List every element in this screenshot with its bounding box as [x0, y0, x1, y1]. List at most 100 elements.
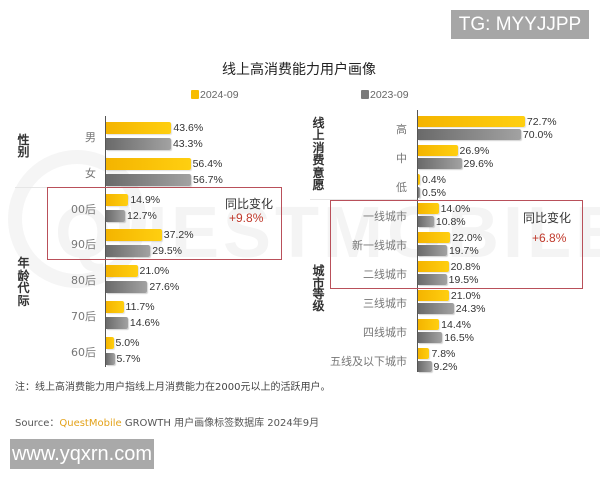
bar-2024	[418, 203, 439, 214]
value-label: 22.0%	[452, 231, 483, 244]
yoy-change-label: 同比变化	[225, 197, 274, 211]
value-label: 56.4%	[192, 157, 223, 170]
value-label: 11.7%	[125, 301, 155, 313]
right-chart-axis	[417, 110, 418, 372]
value-label: 43.6%	[173, 122, 204, 134]
value-label: 9.2%	[433, 360, 458, 373]
bar-2023	[106, 209, 126, 222]
value-label: 24.3%	[455, 302, 486, 315]
category-label: 新一线城市	[352, 239, 407, 252]
legend-swatch-grey-icon	[361, 90, 369, 99]
value-label: 72.7%	[526, 115, 557, 128]
bar-2024	[106, 157, 191, 170]
source-rest: GROWTH 用户画像标签数据库 2024年9月	[121, 418, 320, 429]
bar-2023	[418, 187, 420, 198]
value-label: 37.2%	[163, 229, 194, 242]
category-label: 00后	[71, 202, 96, 216]
section-divider	[310, 199, 417, 200]
yoy-change-value: +6.8%	[532, 231, 567, 245]
yoy-change-label: 同比变化	[523, 211, 572, 225]
category-label: 二线城市	[363, 268, 407, 281]
value-label: 20.8%	[450, 260, 481, 273]
value-label: 14.4%	[441, 318, 471, 331]
category-label: 高	[396, 123, 407, 136]
bar-2024	[418, 232, 451, 243]
value-label: 14.6%	[129, 317, 160, 329]
bar-2024	[418, 261, 449, 272]
bar-2023	[106, 317, 128, 329]
category-label: 女	[85, 166, 96, 180]
bar-2024	[106, 122, 172, 134]
bar-2024	[106, 193, 129, 206]
bar-2024	[418, 116, 525, 127]
bar-2023	[106, 138, 171, 150]
source-line: Source：QuestMobile GROWTH 用户画像标签数据库 2024…	[15, 414, 319, 429]
value-label: 19.5%	[448, 273, 479, 286]
category-label: 五线及以下城市	[330, 355, 407, 368]
bar-2024	[418, 290, 449, 301]
value-label: 7.8%	[431, 347, 456, 360]
bar-2023	[106, 281, 148, 294]
value-label: 26.9%	[459, 144, 490, 157]
bar-2024	[106, 301, 124, 313]
yoy-highlight-box-city	[330, 200, 583, 289]
source-brand: QuestMobile	[59, 418, 122, 429]
value-label: 12.7%	[127, 209, 157, 222]
value-label: 43.3%	[172, 138, 203, 150]
category-label: 一线城市	[363, 210, 407, 223]
site-watermark: www.yqxrn.com	[10, 439, 154, 469]
value-label: 21.0%	[139, 265, 170, 278]
value-label: 14.0%	[440, 202, 471, 215]
category-label: 80后	[71, 274, 96, 288]
section-label-gender: 性别	[17, 133, 30, 159]
value-label: 5.7%	[116, 352, 141, 365]
bar-2024	[106, 229, 162, 242]
value-label: 14.9%	[130, 193, 161, 206]
value-label: 70.0%	[522, 128, 553, 141]
legend-item-2023: 2023-09	[361, 90, 409, 101]
bar-2023	[418, 216, 434, 227]
category-label: 70后	[71, 310, 96, 323]
bar-2023	[106, 352, 115, 365]
bar-2024	[418, 174, 420, 185]
value-label: 10.8%	[435, 215, 466, 228]
legend-item-2024: 2024-09	[191, 90, 239, 101]
bar-2023	[106, 173, 192, 186]
yoy-highlight-box-age	[47, 187, 282, 260]
bar-2023	[418, 129, 521, 140]
value-label: 0.5%	[422, 186, 446, 199]
category-label: 中	[396, 152, 407, 165]
section-label-city-tier: 城市等级	[312, 264, 325, 313]
category-label: 低	[396, 181, 407, 194]
legend-label-2023: 2023-09	[370, 89, 409, 101]
tg-watermark: TG: MYYJJPP	[451, 10, 589, 39]
left-chart-axis	[105, 116, 106, 367]
bar-2023	[418, 274, 447, 285]
legend-label-2024: 2024-09	[200, 89, 239, 101]
category-label: 四线城市	[363, 326, 407, 339]
category-label: 90后	[71, 238, 96, 252]
bar-2024	[418, 348, 430, 359]
value-label: 29.5%	[152, 245, 183, 258]
bar-2023	[418, 158, 462, 169]
bar-2023	[418, 303, 454, 314]
chart-title: 线上高消费能力用户画像	[222, 62, 376, 78]
bar-2023	[418, 245, 447, 256]
value-label: 0.4%	[422, 173, 446, 186]
category-label: 男	[85, 131, 96, 144]
section-label-online-spending-intent: 线上消费意愿	[312, 116, 325, 193]
value-label: 5.0%	[115, 336, 140, 349]
value-label: 16.5%	[444, 331, 475, 344]
source-prefix: Source：	[15, 418, 60, 429]
legend-swatch-yellow-icon	[191, 90, 199, 99]
category-label: 三线城市	[363, 297, 407, 310]
bar-2023	[106, 245, 151, 258]
footnote: 注：线上高消费能力用户指线上月消费能力在2000元以上的活跃用户。	[15, 382, 331, 393]
yoy-change-value: +9.8%	[229, 211, 264, 225]
bar-2024	[106, 336, 114, 349]
value-label: 27.6%	[149, 281, 180, 294]
bar-2023	[418, 332, 443, 343]
value-label: 19.7%	[448, 244, 479, 257]
value-label: 29.6%	[463, 157, 494, 170]
value-label: 21.0%	[450, 289, 481, 302]
